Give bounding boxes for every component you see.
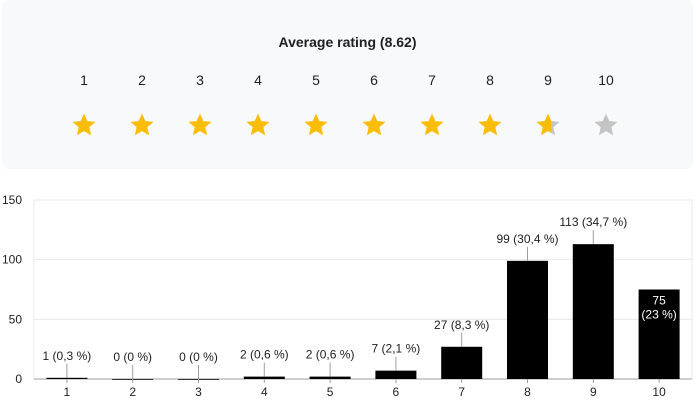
x-tick-label: 3 <box>195 385 202 399</box>
data-label: 0 (0 %) <box>113 350 152 364</box>
data-label: 2 (0,6 %) <box>306 348 355 362</box>
data-label: 0 (0 %) <box>179 350 218 364</box>
rating-scale-number-3: 3 <box>196 72 204 88</box>
y-tick-label: 50 <box>9 312 23 326</box>
rating-scale-number-4: 4 <box>254 72 262 88</box>
star-icon <box>361 112 387 138</box>
data-label: 75 (23 %) <box>641 294 676 322</box>
star-icon <box>303 112 329 138</box>
star-icon <box>477 112 503 138</box>
rating-distribution-chart: 0 50 100 150 1 1 (0,3 %) 2 0 (0 %) 3 0 (0 %) 4 2 (0… <box>0 188 696 404</box>
rating-scale-number-8: 8 <box>486 72 494 88</box>
bar-chart-svg: 0 50 100 150 1 1 (0,3 %) 2 0 (0 %) 3 0 (0 %) 4 2 (0… <box>2 193 693 399</box>
bar <box>375 370 417 379</box>
rating-scale-number-7: 7 <box>428 72 436 88</box>
data-label: 113 (34,7 %) <box>559 215 627 229</box>
bar <box>309 376 351 379</box>
data-label: 27 (8,3 %) <box>434 318 489 332</box>
bar <box>441 346 483 379</box>
star-icon <box>535 112 561 138</box>
star-icon <box>593 112 619 138</box>
average-rating-title: Average rating (8.62) <box>278 34 417 50</box>
star-icon <box>129 112 155 138</box>
bar <box>507 260 548 379</box>
rating-scale-number-6: 6 <box>370 72 378 88</box>
x-tick-label: 10 <box>652 385 666 399</box>
x-tick-label: 8 <box>524 385 531 399</box>
rating-scale-number-2: 2 <box>138 72 146 88</box>
data-label: 99 (30,4 %) <box>496 232 558 246</box>
data-label: 1 (0,3 %) <box>43 349 92 363</box>
y-tick-label: 100 <box>2 253 22 267</box>
x-tick-label: 6 <box>393 385 400 399</box>
star-icon <box>245 112 271 138</box>
y-tick-label: 150 <box>2 193 22 207</box>
x-tick-label: 4 <box>261 385 268 399</box>
rating-scale-number-5: 5 <box>312 72 320 88</box>
rating-scale-number-1: 1 <box>80 72 88 88</box>
data-label: 7 (2,1 %) <box>372 342 421 356</box>
x-tick-label: 2 <box>129 385 136 399</box>
x-tick-label: 9 <box>590 385 597 399</box>
bar <box>638 289 680 379</box>
x-tick-label: 7 <box>458 385 465 399</box>
x-tick-label: 1 <box>64 385 71 399</box>
data-label: 2 (0,6 %) <box>240 348 289 362</box>
star-icon <box>419 112 445 138</box>
bar <box>243 376 285 379</box>
average-rating-card: Average rating (8.62) 1 2 3 4 5 6 7 8 9 10 <box>2 0 693 169</box>
y-tick-label: 0 <box>15 372 22 386</box>
star-icon <box>71 112 97 138</box>
bar <box>46 377 88 379</box>
rating-scale-number-10: 10 <box>598 72 614 88</box>
x-tick-label: 5 <box>327 385 334 399</box>
bar <box>572 244 614 379</box>
rating-scale-number-9: 9 <box>544 72 552 88</box>
star-icon <box>187 112 213 138</box>
